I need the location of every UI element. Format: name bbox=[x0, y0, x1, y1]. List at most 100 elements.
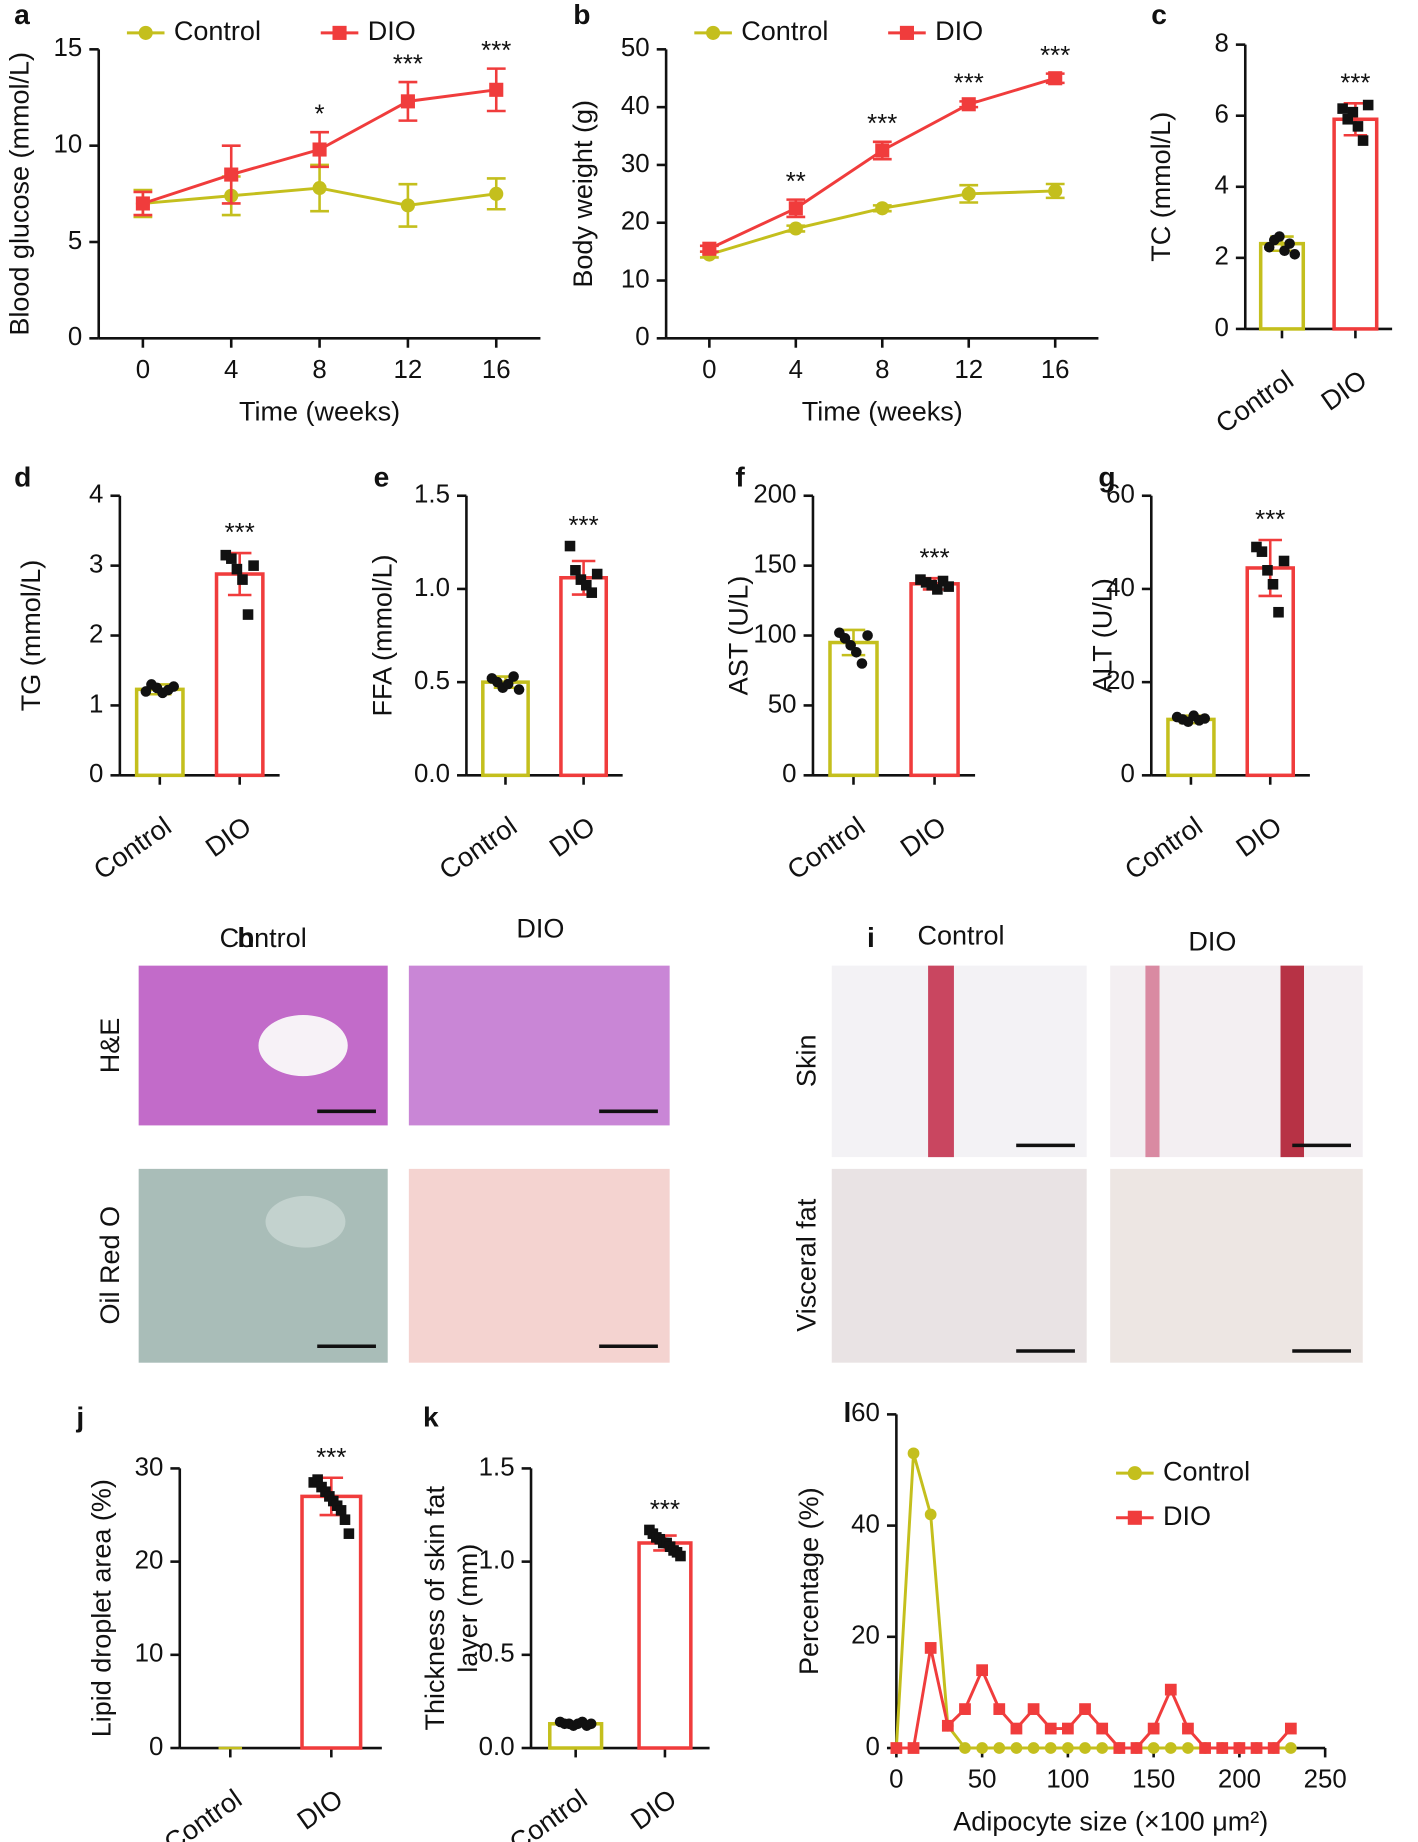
significance: *** bbox=[569, 512, 599, 540]
data-point bbox=[585, 1718, 597, 1730]
image-fat-dio bbox=[1110, 1168, 1363, 1363]
marker bbox=[702, 241, 717, 256]
marker bbox=[1113, 1742, 1126, 1754]
data-point bbox=[1352, 121, 1364, 132]
panel-letter: f bbox=[735, 461, 745, 493]
x-tick-label: 4 bbox=[224, 356, 238, 384]
y-tick-label: 6 bbox=[1214, 101, 1228, 129]
series-line bbox=[708, 189, 1056, 256]
data-point bbox=[339, 1514, 351, 1525]
marker bbox=[1147, 1722, 1160, 1735]
y-tick-label: 4 bbox=[89, 481, 103, 509]
image-fat-control bbox=[831, 1168, 1087, 1363]
x-tick-label: DIO bbox=[292, 1784, 349, 1836]
x-axis-label: Time (weeks) bbox=[802, 397, 963, 427]
y-tick-label: 200 bbox=[753, 481, 796, 509]
x-tick-label: 0 bbox=[889, 1766, 903, 1794]
marker bbox=[1062, 1742, 1074, 1754]
x-tick-label: Control bbox=[159, 1784, 248, 1842]
data-point bbox=[581, 579, 592, 591]
column-label: DIO bbox=[1188, 926, 1236, 956]
marker bbox=[907, 1742, 920, 1754]
legend-label: DIO bbox=[1163, 1501, 1211, 1531]
x-tick-label: Control bbox=[434, 811, 523, 886]
image-oro-dio bbox=[408, 1168, 670, 1363]
marker bbox=[1233, 1742, 1246, 1754]
image-detail bbox=[1145, 965, 1160, 1158]
y-tick-label: 0.5 bbox=[414, 667, 450, 695]
marker bbox=[1096, 1742, 1109, 1754]
data-point bbox=[1262, 565, 1273, 576]
data-point bbox=[856, 658, 868, 669]
marker bbox=[1216, 1742, 1229, 1754]
legend-marker bbox=[332, 25, 347, 40]
marker bbox=[788, 201, 803, 216]
y-axis-label: ALT (U/L) bbox=[1087, 578, 1117, 693]
x-axis-label: Adipocyte size (×100 μm²) bbox=[953, 1806, 1268, 1836]
marker bbox=[1062, 1722, 1074, 1735]
bar bbox=[481, 680, 530, 778]
y-tick-label: 0.0 bbox=[414, 760, 450, 788]
marker bbox=[1096, 1722, 1109, 1735]
data-point bbox=[1342, 113, 1354, 125]
data-point bbox=[575, 574, 587, 585]
y-tick-label: 0 bbox=[89, 760, 103, 788]
marker bbox=[1027, 1742, 1040, 1754]
marker bbox=[1048, 71, 1063, 86]
y-axis-label: Percentage (%) bbox=[794, 1487, 824, 1675]
panel-letter: k bbox=[423, 1401, 439, 1433]
significance: *** bbox=[1040, 42, 1070, 70]
data-point bbox=[1284, 238, 1295, 249]
bar bbox=[134, 687, 185, 778]
legend-label: Control bbox=[1163, 1456, 1250, 1486]
marker bbox=[1048, 183, 1063, 198]
legend-label: Control bbox=[174, 16, 261, 46]
data-point bbox=[564, 540, 576, 552]
y-tick-label: 20 bbox=[1106, 667, 1135, 695]
y-tick-label: 0 bbox=[782, 760, 796, 788]
legend-label: DIO bbox=[368, 16, 416, 46]
y-tick-label: 10 bbox=[54, 130, 83, 158]
series-line bbox=[894, 1452, 1291, 1750]
marker bbox=[312, 181, 327, 196]
marker bbox=[1164, 1742, 1177, 1754]
y-tick-label: 10 bbox=[135, 1640, 164, 1668]
y-tick-label: 50 bbox=[621, 34, 650, 62]
marker bbox=[1027, 1703, 1040, 1715]
x-tick-label: DIO bbox=[1316, 364, 1373, 416]
data-point bbox=[1251, 541, 1262, 553]
data-point bbox=[937, 575, 949, 587]
marker bbox=[959, 1742, 971, 1754]
y-tick-label: 0 bbox=[866, 1733, 880, 1761]
y-tick-label: 15 bbox=[54, 34, 83, 62]
data-point bbox=[851, 647, 862, 658]
marker bbox=[941, 1719, 954, 1732]
panel-letter: b bbox=[573, 0, 590, 30]
marker bbox=[924, 1508, 937, 1521]
marker bbox=[1182, 1722, 1194, 1735]
y-axis-label: Body weight (g) bbox=[568, 100, 598, 288]
legend-label: DIO bbox=[935, 16, 983, 46]
image-detail bbox=[1280, 965, 1305, 1158]
data-point bbox=[1273, 606, 1284, 618]
x-tick-label: 0 bbox=[702, 356, 716, 384]
x-tick-label: DIO bbox=[1231, 811, 1288, 863]
y-axis-label: Blood glucose (mmol/L) bbox=[4, 52, 34, 336]
y-axis-label: AST (U/L) bbox=[723, 576, 753, 696]
marker bbox=[1147, 1742, 1160, 1754]
marker bbox=[1284, 1742, 1297, 1754]
bar bbox=[1245, 566, 1295, 778]
data-point bbox=[513, 684, 525, 695]
significance: *** bbox=[1255, 506, 1285, 534]
marker bbox=[1079, 1703, 1091, 1715]
y-tick-label: 8 bbox=[1214, 29, 1228, 57]
x-tick-label: 8 bbox=[312, 356, 326, 384]
image-detail bbox=[258, 1014, 348, 1077]
data-point bbox=[312, 1474, 323, 1485]
x-tick-label: 100 bbox=[1046, 1766, 1089, 1794]
y-tick-label: 1.0 bbox=[479, 1546, 515, 1574]
series-line bbox=[708, 76, 1056, 251]
y-tick-label: 10 bbox=[621, 265, 650, 293]
micrographs bbox=[138, 965, 1363, 1363]
